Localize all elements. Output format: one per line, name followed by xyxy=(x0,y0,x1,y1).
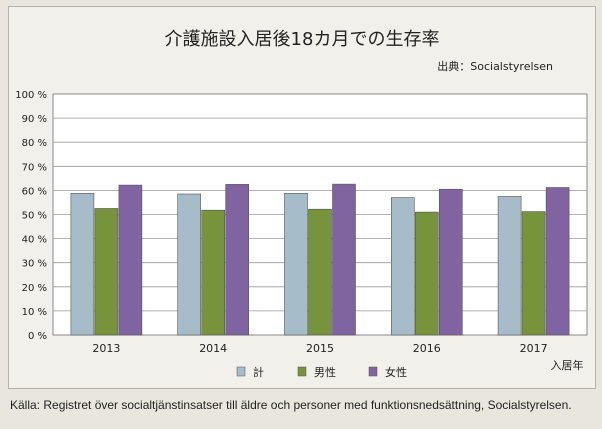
bar-2013-s1 xyxy=(94,208,119,336)
x-tick-label: 2017 xyxy=(520,342,548,355)
chart-panel: 0 % 10 % 20 % 30 % 40 % 50 % 60 % 70 % 80 % 90 % 1… xyxy=(8,82,596,389)
legend-label: 計 xyxy=(253,365,264,379)
bar-2014-s1 xyxy=(201,209,225,336)
bar-2015-s2 xyxy=(332,183,356,336)
x-axis-label: 入居年 xyxy=(551,358,584,372)
x-tick-label: 2013 xyxy=(92,342,120,355)
y-tick-label: 80 % xyxy=(22,138,47,149)
bar-2016-s1 xyxy=(414,211,439,336)
y-tick-label: 10 % xyxy=(22,307,47,318)
header-panel: 介護施設入居後18カ月での生存率 出典：Socialstyrelsen xyxy=(8,6,596,84)
bar-2017-s2 xyxy=(545,187,570,336)
legend-label: 女性 xyxy=(385,365,407,379)
bar-2014-s2 xyxy=(225,184,249,336)
bar-2015-s0 xyxy=(284,192,308,336)
y-tick-label: 100 % xyxy=(15,90,47,101)
x-tick-label: 2016 xyxy=(413,342,441,355)
bar-2016-s0 xyxy=(390,197,415,336)
y-tick-label: 20 % xyxy=(22,283,47,294)
x-tick-label: 2015 xyxy=(306,342,334,355)
bar-2014-s0 xyxy=(177,193,201,336)
bar-2017-s0 xyxy=(497,196,522,336)
bar-chart: 0 % 10 % 20 % 30 % 40 % 50 % 60 % 70 % 80 % 90 % 1… xyxy=(15,90,588,379)
legend-swatch xyxy=(297,366,307,377)
bar-2016-s2 xyxy=(438,188,463,336)
y-tick-label: 90 % xyxy=(22,114,47,125)
bar-2015-s1 xyxy=(308,208,332,336)
legend-swatch xyxy=(236,366,246,377)
bar-2013-s0 xyxy=(70,192,95,336)
bar-2013-s2 xyxy=(118,184,143,336)
chart-title: 介護施設入居後18カ月での生存率 xyxy=(164,29,440,50)
legend-label: 男性 xyxy=(314,365,336,379)
source-caption: Källa: Registret över socialtjänstinsats… xyxy=(10,398,572,412)
legend-swatch xyxy=(368,366,378,377)
y-tick-label: 50 % xyxy=(22,211,47,222)
x-tick-label: 2014 xyxy=(199,342,227,355)
y-tick-label: 0 % xyxy=(28,331,47,342)
y-tick-label: 70 % xyxy=(22,162,47,173)
source-label: 出典：Socialstyrelsen xyxy=(437,60,553,73)
y-tick-label: 30 % xyxy=(22,259,47,270)
y-tick-label: 40 % xyxy=(22,235,47,246)
y-tick-label: 60 % xyxy=(22,186,47,197)
bar-2017-s1 xyxy=(521,211,546,336)
